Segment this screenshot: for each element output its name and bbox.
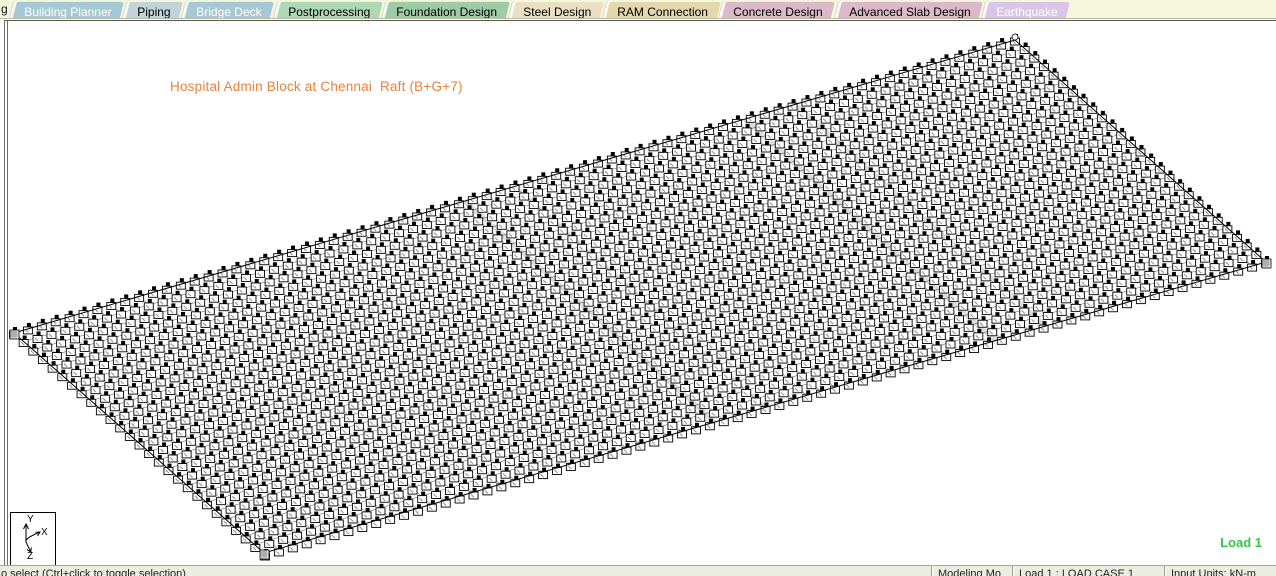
tab-label: Foundation Design [396,5,497,19]
tab-foundation-design[interactable]: Foundation Design [383,1,510,19]
tab-strip: Building Planner Piping Bridge Deck Postpro… [11,0,1071,18]
tab-ram-connection[interactable]: RAM Connection [604,1,721,19]
axis-triad-arrows [23,522,41,553]
tab-label: Postprocessing [288,5,371,19]
tab-building-planner[interactable]: Building Planner [11,1,125,19]
tab-label: Advanced Slab Design [849,5,971,19]
status-input-units: Input Units: kN-m [1164,566,1276,576]
tab-concrete-design[interactable]: Concrete Design [721,1,836,18]
tab-label: RAM Connection [616,5,708,19]
canvas-top-border [4,20,1276,21]
axis-triad: Y X Z [10,512,56,565]
status-load-case: Load 1 : LOAD CASE 1 [1012,566,1164,576]
axis-label-z: Z [27,551,34,562]
tab-label: Bridge Deck [196,5,263,19]
load-case-label: Load 1 [1220,535,1262,550]
axis-label-x: X [41,527,48,538]
status-bar: o select (Ctrl+click to toggle selection… [0,565,1276,576]
tab-earthquake[interactable]: Earthquake [984,1,1071,18]
tab-label: Steel Design [522,5,591,19]
tab-label: Piping [137,5,171,19]
page-tab-bar: g Building Planner Piping Bridge Deck Postp… [0,0,1276,19]
canvas-left-border [4,21,8,565]
tab-postprocessing[interactable]: Postprocessing [275,1,383,19]
tab-advanced-slab-design[interactable]: Advanced Slab Design [836,1,984,19]
tab-piping[interactable]: Piping [124,1,184,19]
tab-steel-design[interactable]: Steel Design [510,1,604,19]
model-viewport[interactable]: Hospital Admin Block at Chennai Raft (B+… [8,21,1276,565]
status-right-panels: Modeling Mo Load 1 : LOAD CASE 1 Input U… [931,566,1276,576]
tab-label: Building Planner [23,5,112,19]
axis-label-y: Y [27,514,34,525]
raft-mesh-model[interactable] [8,21,1276,565]
status-hint-text: o select (Ctrl+click to toggle selection… [1,568,186,576]
status-mode: Modeling Mo [931,566,1012,576]
tab-bridge-deck[interactable]: Bridge Deck [184,1,275,18]
tab-label: Earthquake [996,5,1058,19]
model-title: Hospital Admin Block at Chennai Raft (B+… [170,79,463,94]
tab-label: Concrete Design [733,5,824,19]
tab-overflow-fragment[interactable]: g [1,2,8,16]
